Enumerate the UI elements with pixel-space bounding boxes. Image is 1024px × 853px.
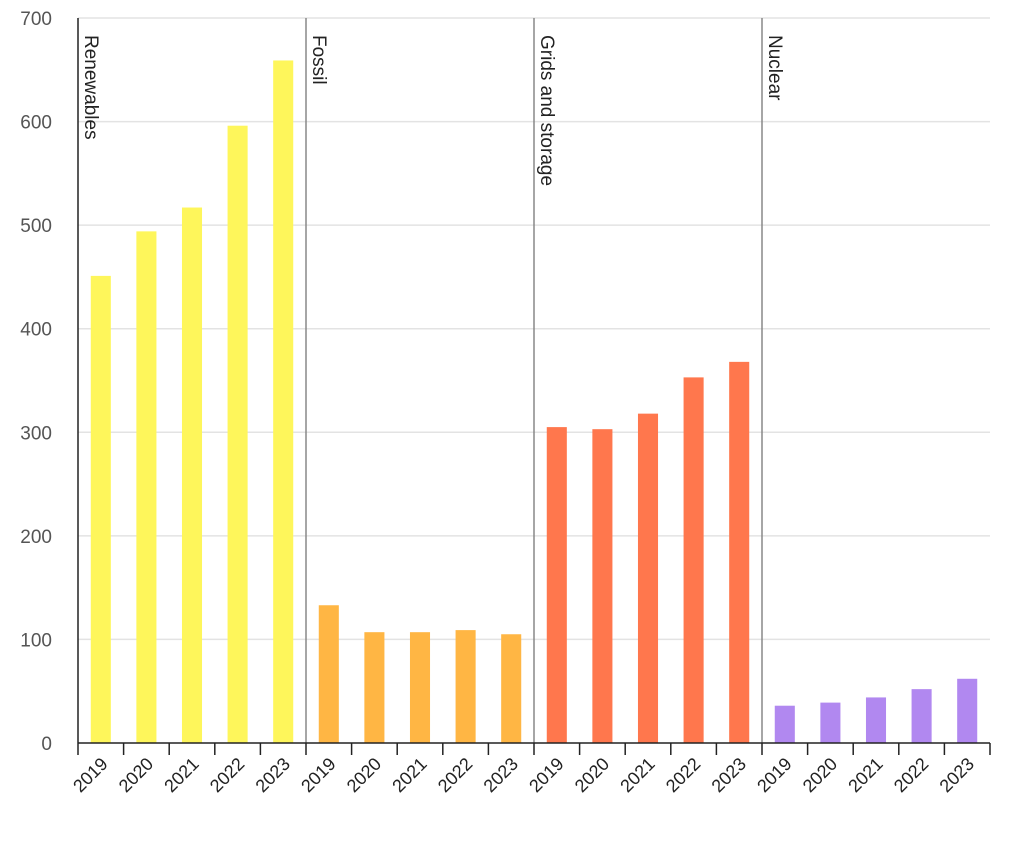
x-tick-label: 2022 — [206, 754, 248, 796]
bar — [90, 275, 111, 743]
x-tick-label: 2019 — [525, 754, 567, 796]
x-tick-label: 2021 — [616, 754, 658, 796]
x-tick-label: 2022 — [890, 754, 932, 796]
bar — [181, 207, 203, 744]
bar — [136, 231, 157, 743]
x-tick-label: 2021 — [844, 754, 886, 796]
bar — [911, 689, 932, 743]
y-tick-label: 0 — [41, 734, 52, 755]
bar — [729, 361, 750, 743]
x-tick-label: 2023 — [936, 754, 978, 796]
y-tick-label: 300 — [20, 423, 52, 444]
bar — [501, 634, 522, 743]
group-label: Fossil — [308, 35, 329, 85]
group-label: Grids and storage — [536, 35, 557, 186]
group-label: Renewables — [80, 35, 101, 140]
x-tick-label: 2021 — [160, 754, 202, 796]
x-tick-label: 2022 — [434, 754, 476, 796]
bar — [637, 413, 659, 743]
bar — [364, 632, 385, 743]
y-tick-label: 200 — [20, 527, 52, 548]
x-tick-label: 2020 — [343, 754, 385, 796]
bar — [865, 697, 887, 743]
y-tick-label: 700 — [20, 9, 52, 30]
x-axis — [77, 18, 991, 755]
x-tick-label: 2019 — [69, 754, 111, 796]
group-separators — [305, 18, 763, 743]
x-tick-label: 2023 — [252, 754, 294, 796]
y-tick-label: 100 — [20, 630, 52, 651]
x-tick-label: 2023 — [708, 754, 750, 796]
x-tick-label: 2019 — [297, 754, 339, 796]
bar — [546, 427, 567, 743]
bar — [227, 125, 248, 743]
x-tick-label: 2020 — [571, 754, 613, 796]
y-axis-ticks: 0 100 200 300 400 500 600 700 — [20, 9, 52, 755]
bar — [957, 678, 978, 743]
y-tick-label: 500 — [20, 216, 52, 237]
y-tick-label: 400 — [20, 320, 52, 341]
bar — [683, 377, 704, 743]
group-label: Nuclear — [764, 35, 785, 101]
x-tick-label: 2023 — [480, 754, 522, 796]
x-tick-label: 2021 — [388, 754, 430, 796]
y-tick-label: 600 — [20, 113, 52, 134]
x-tick-label: 2020 — [799, 754, 841, 796]
bar — [409, 632, 431, 743]
x-tick-label: 2022 — [662, 754, 704, 796]
bar — [820, 702, 841, 743]
bar — [455, 630, 476, 743]
x-axis-ticks: 2019 2020 2021 2022 2023 2019 2020 2021 2022 2023… — [69, 754, 978, 796]
x-tick-label: 2020 — [115, 754, 157, 796]
bar — [318, 605, 339, 743]
bar — [273, 60, 294, 743]
bar — [592, 429, 613, 743]
group-labels: Renewables Fossil Grids and storage Nuclear — [80, 35, 785, 186]
x-tick-label: 2019 — [753, 754, 795, 796]
bar — [774, 705, 795, 743]
bars — [90, 60, 978, 744]
